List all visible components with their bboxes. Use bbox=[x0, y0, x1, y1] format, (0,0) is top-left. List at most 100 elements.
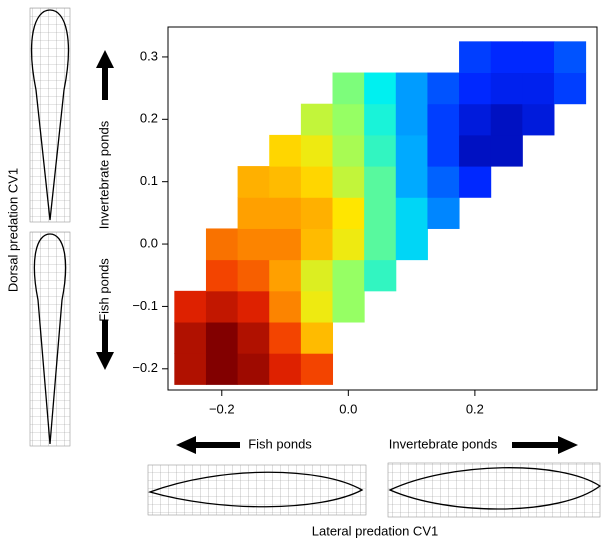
heat-cell bbox=[300, 322, 334, 354]
heat-cell bbox=[205, 353, 239, 385]
x-tick-label: 0.2 bbox=[466, 401, 484, 416]
arrow-up bbox=[96, 50, 114, 100]
heat-cell bbox=[237, 259, 270, 292]
heat-cell bbox=[395, 228, 428, 261]
annotation: Fish ponds bbox=[96, 258, 111, 322]
heat-cell bbox=[427, 197, 460, 229]
heat-cell bbox=[300, 134, 334, 167]
heat-cell bbox=[174, 353, 207, 385]
y-tick-label: 0.0 bbox=[140, 235, 158, 250]
arrow-down bbox=[96, 320, 114, 370]
heat-cell bbox=[269, 322, 302, 354]
heat-cell bbox=[395, 103, 428, 136]
heat-cell bbox=[395, 134, 428, 167]
heat-cell bbox=[364, 197, 397, 229]
heat-cell bbox=[522, 72, 555, 105]
heat-cell bbox=[174, 290, 207, 323]
heat-cell bbox=[427, 72, 460, 105]
shape-grid bbox=[29, 7, 71, 223]
heat-cell bbox=[269, 290, 302, 323]
heat-cell bbox=[490, 72, 523, 105]
x-axis-label: Lateral predation CV1 bbox=[312, 523, 438, 538]
heat-cell bbox=[459, 41, 492, 74]
heat-cell bbox=[332, 72, 365, 105]
heat-cell bbox=[237, 166, 270, 198]
plot-frame bbox=[167, 26, 598, 391]
x-tick-label: −0.2 bbox=[209, 401, 235, 416]
heat-cell bbox=[205, 290, 239, 323]
heat-cell bbox=[395, 166, 428, 198]
annotation: Invertebrate ponds bbox=[389, 436, 498, 451]
arrow-left bbox=[176, 436, 240, 454]
heat-cell bbox=[237, 322, 270, 354]
shape-grid bbox=[29, 231, 71, 447]
heat-cell bbox=[427, 134, 460, 167]
heat-cell bbox=[332, 103, 365, 136]
heat-cell bbox=[269, 353, 302, 385]
heat-cell bbox=[269, 228, 302, 261]
heat-cell bbox=[364, 72, 397, 105]
heat-cell bbox=[364, 259, 397, 292]
heat-cell bbox=[459, 166, 492, 198]
heat-cell bbox=[300, 353, 334, 385]
y-tick-label: 0.2 bbox=[140, 111, 158, 126]
y-tick-label: 0.1 bbox=[140, 173, 158, 188]
heat-cell bbox=[459, 134, 492, 167]
heat-cell bbox=[332, 166, 365, 198]
heat-cell bbox=[427, 103, 460, 136]
heat-cell bbox=[332, 197, 365, 229]
heat-cell bbox=[237, 290, 270, 323]
arrow-right bbox=[512, 436, 578, 454]
heat-cell bbox=[300, 259, 334, 292]
y-tick-label: 0.3 bbox=[140, 48, 158, 63]
heat-cell bbox=[332, 290, 365, 323]
y-tick-label: −0.1 bbox=[132, 298, 158, 313]
heat-cell bbox=[459, 72, 492, 105]
heat-cell bbox=[553, 72, 587, 105]
lateral-shape-fish bbox=[147, 471, 364, 508]
shape-grid bbox=[387, 462, 601, 518]
heat-cell bbox=[522, 103, 555, 136]
lateral-shape-invertebrate bbox=[388, 467, 602, 510]
heat-cell bbox=[364, 166, 397, 198]
heat-cell bbox=[237, 197, 270, 229]
heat-cell bbox=[332, 228, 365, 261]
heat-cell bbox=[205, 228, 239, 261]
heat-cell bbox=[205, 259, 239, 292]
heat-cell bbox=[332, 259, 365, 292]
heat-cell bbox=[269, 134, 302, 167]
annotation: Invertebrate ponds bbox=[96, 120, 111, 229]
heat-cell bbox=[395, 72, 428, 105]
heat-cell bbox=[174, 322, 207, 354]
heat-cell bbox=[553, 41, 587, 74]
dorsal-shape-invertebrate bbox=[30, 9, 70, 221]
heat-cell bbox=[205, 322, 239, 354]
heat-cell bbox=[364, 103, 397, 136]
heat-cell bbox=[364, 134, 397, 167]
heat-cell bbox=[300, 290, 334, 323]
heat-cell bbox=[269, 197, 302, 229]
heat-cell bbox=[364, 228, 397, 261]
heat-cell bbox=[300, 197, 334, 229]
dorsal-shape-fish bbox=[33, 233, 67, 445]
heat-cell bbox=[427, 166, 460, 198]
heat-cell bbox=[490, 134, 523, 167]
heat-cell bbox=[395, 197, 428, 229]
x-tick-label: 0.0 bbox=[339, 401, 357, 416]
heat-cell bbox=[237, 353, 270, 385]
heat-cell bbox=[490, 103, 523, 136]
heat-cell bbox=[332, 134, 365, 167]
y-tick-label: −0.2 bbox=[132, 360, 158, 375]
heat-cell bbox=[300, 103, 334, 136]
heat-cell bbox=[300, 228, 334, 261]
heat-cell bbox=[237, 228, 270, 261]
heat-cell bbox=[459, 103, 492, 136]
heat-cell bbox=[490, 41, 523, 74]
heat-cell bbox=[269, 259, 302, 292]
heat-cell bbox=[300, 166, 334, 198]
y-axis-label: Dorsal predation CV1 bbox=[5, 168, 20, 292]
annotation: Fish ponds bbox=[248, 436, 312, 451]
heat-cell bbox=[522, 41, 555, 74]
